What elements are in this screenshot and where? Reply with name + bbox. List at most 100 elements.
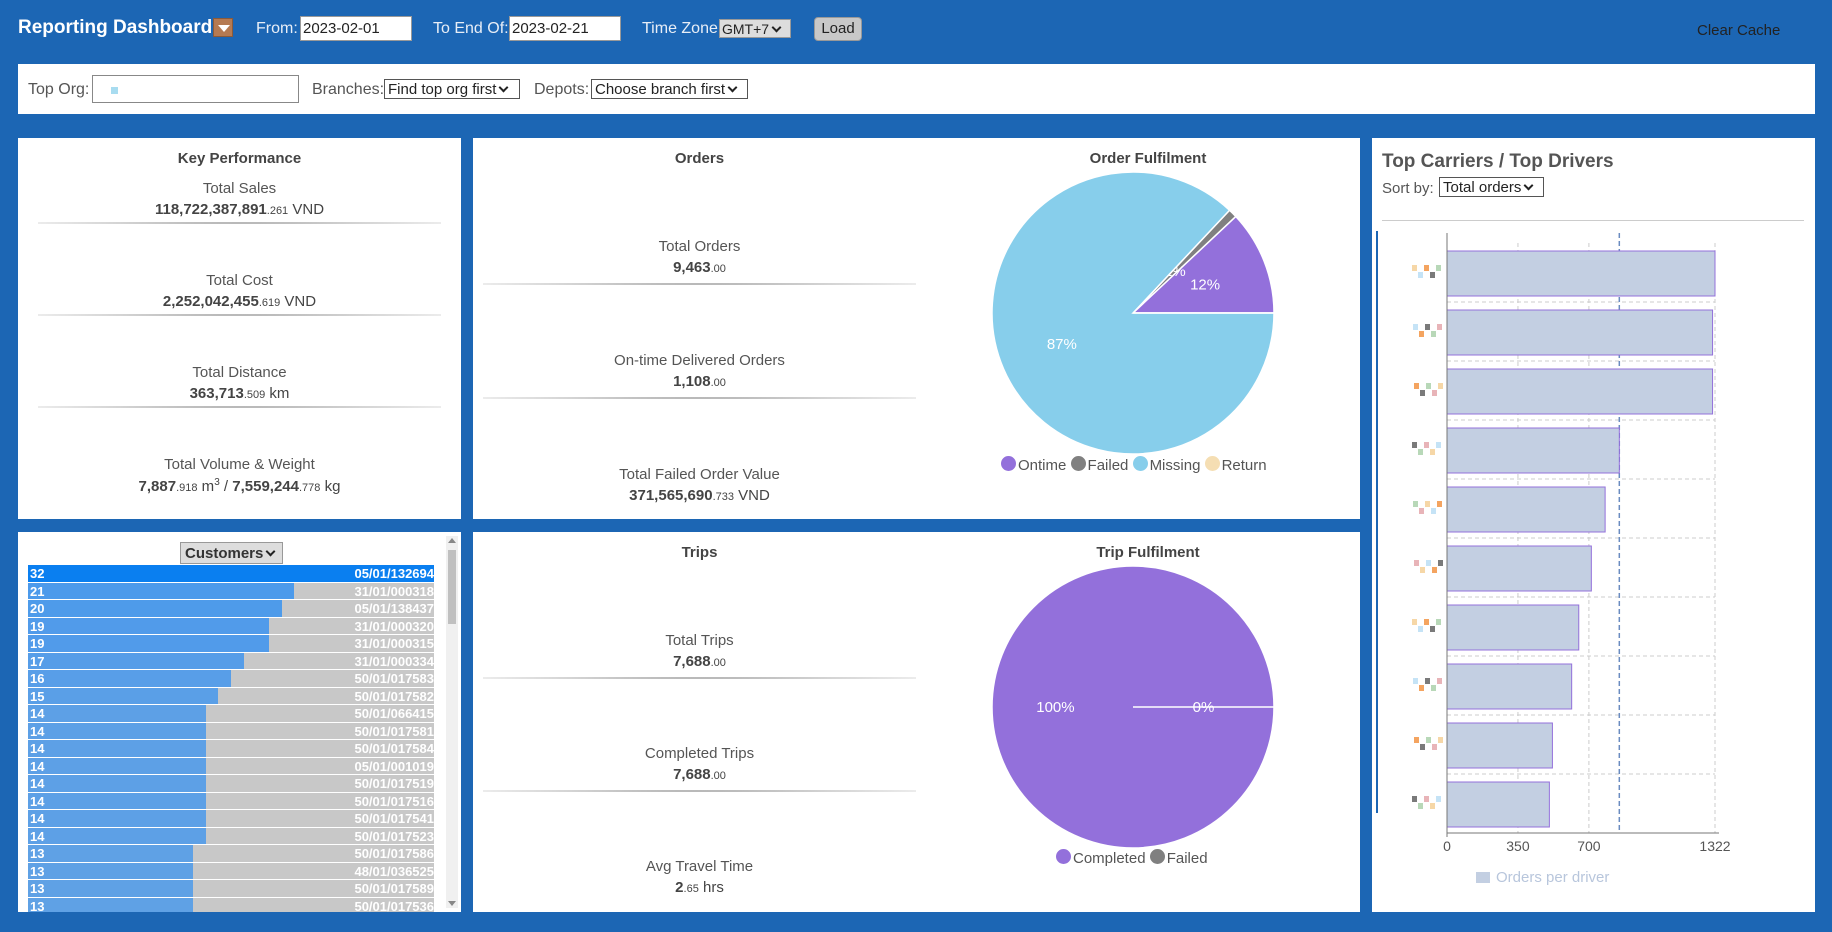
customer-row[interactable]: 17 31/01/000334 [28, 652, 434, 670]
customer-row[interactable]: 14 50/01/017584 [28, 740, 434, 758]
timezone-select[interactable]: GMT+7 [719, 19, 791, 38]
failed-order-decimal: .733 [712, 491, 734, 503]
scroll-down-icon[interactable] [448, 901, 456, 906]
avatar-pixel [1437, 501, 1442, 507]
total-trips-metric: Total Trips 7,688.00 [473, 632, 926, 670]
load-button[interactable]: Load [814, 17, 862, 41]
total-sales-unit: VND [288, 201, 325, 218]
missing-legend-icon [1132, 456, 1148, 471]
legend-failed: Failed [1087, 457, 1129, 474]
customer-count-bar [28, 845, 193, 862]
customer-code: 31/01/000318 [354, 583, 434, 599]
ontime-orders-label: On-time Delivered Orders [614, 352, 785, 369]
customer-row[interactable]: 14 50/01/017519 [28, 775, 434, 793]
x-tick-label: 0 [1443, 838, 1451, 854]
customer-row[interactable]: 19 31/01/000320 [28, 617, 434, 635]
volume-unit: m [197, 478, 215, 495]
customer-count-bar [28, 775, 206, 792]
clear-cache-link[interactable]: Clear Cache [1697, 22, 1781, 39]
customer-code: 05/01/138437 [354, 601, 434, 616]
volume-weight-label: Total Volume & Weight [164, 456, 315, 473]
menu-dropdown-icon[interactable] [213, 18, 233, 37]
avatar-pixel [1413, 678, 1418, 684]
customer-row[interactable]: 15 50/01/017582 [28, 687, 434, 705]
total-cost-metric: Total Cost 2,252,042,455.619 VND [18, 272, 461, 310]
scroll-up-icon[interactable] [448, 538, 456, 543]
customers-select-label: Customers [185, 545, 264, 562]
driver-avatar-icon [1414, 560, 1443, 573]
customers-select[interactable]: Customers [180, 542, 283, 564]
customer-order-count: 14 [30, 793, 45, 809]
customer-row[interactable]: 14 50/01/017541 [28, 810, 434, 828]
divider [38, 222, 441, 224]
customer-order-count: 14 [30, 758, 45, 774]
bar-driver-4 [1446, 427, 1620, 474]
to-label: To End Of: [433, 20, 509, 37]
customer-row[interactable]: 19 31/01/000315 [28, 635, 434, 653]
legend-return: Return [1221, 457, 1267, 474]
divider [483, 397, 916, 399]
avatar-pixel [1425, 678, 1430, 684]
customer-order-count: 15 [30, 688, 45, 704]
customer-count-bar [28, 740, 206, 757]
depots-select[interactable]: Choose branch first [591, 79, 748, 99]
avatar-pixel [1412, 796, 1417, 802]
bar-driver-5 [1446, 486, 1606, 533]
driver-avatar-icon [1412, 796, 1441, 809]
driver-avatar-icon [1414, 383, 1443, 396]
avatar-pixel [1432, 567, 1437, 573]
avatar-pixel [1431, 331, 1436, 337]
customer-row[interactable]: 13 50/01/017586 [28, 845, 434, 863]
key-performance-panel: Key Performance Total Sales 118,722,387,… [18, 138, 461, 519]
to-date-input[interactable] [509, 16, 621, 41]
customer-row[interactable]: 13 50/01/017536 [28, 897, 434, 913]
total-sales-decimal: .261 [266, 205, 289, 217]
weight-decimal: .778 [299, 482, 321, 494]
top-org-label: Top Org: [28, 81, 90, 98]
customers-list: 32 05/01/132694 21 31/01/000318 20 05/01/1384… [28, 565, 434, 912]
customer-row[interactable]: 16 50/01/017583 [28, 670, 434, 688]
order-fulfilment-pie: 12%1%87% [991, 171, 1275, 455]
timezone-value: GMT+7 [722, 21, 770, 37]
legend-completed: Completed [1073, 850, 1146, 867]
avatar-pixel [1418, 272, 1423, 278]
customer-code: 50/01/017541 [354, 811, 434, 826]
customer-count-bar [28, 792, 206, 809]
total-sales-value: 118,722,387,891 [154, 201, 267, 218]
customer-row[interactable]: 13 50/01/017589 [28, 880, 434, 898]
customer-row[interactable]: 20 05/01/138437 [28, 600, 434, 618]
from-date-input[interactable] [300, 16, 412, 41]
customer-row[interactable]: 32 05/01/132694 [28, 565, 434, 583]
top-org-input[interactable] [92, 75, 299, 103]
customer-row[interactable]: 14 50/01/066415 [28, 705, 434, 723]
customer-row[interactable]: 13 48/01/036525 [28, 862, 434, 880]
customer-code: 50/01/017536 [354, 898, 434, 913]
customer-count-bar [28, 600, 282, 617]
customer-row[interactable]: 14 05/01/001019 [28, 757, 434, 775]
customer-code: 05/01/132694 [354, 566, 434, 581]
completed-trips-metric: Completed Trips 7,688.00 [473, 745, 926, 783]
input-indicator-icon [111, 87, 118, 94]
customer-count-bar [28, 722, 206, 739]
customer-code: 50/01/017516 [354, 793, 434, 809]
volume-weight-separator: / [219, 478, 233, 495]
sort-by-select[interactable]: Total orders [1439, 177, 1544, 197]
customer-row[interactable]: 14 50/01/017516 [28, 792, 434, 810]
customer-code: 48/01/036525 [354, 863, 434, 879]
customers-scrollbar[interactable] [446, 536, 458, 908]
pie-label-missing: 87% [1047, 336, 1077, 353]
customer-row[interactable]: 21 31/01/000318 [28, 582, 434, 600]
order-fulfilment-title: Order Fulfilment [1089, 150, 1207, 167]
depots-value: Choose branch first [595, 81, 726, 98]
customer-row[interactable]: 14 50/01/017523 [28, 827, 434, 845]
branches-label: Branches: [312, 81, 385, 98]
driver-avatar-icon [1412, 442, 1441, 455]
app-title: Reporting Dashboard [18, 17, 213, 38]
customer-row[interactable]: 14 50/01/017581 [28, 722, 434, 740]
branches-select[interactable]: Find top org first [384, 79, 520, 99]
legend-missing: Missing [1149, 457, 1201, 474]
ontime-orders-metric: On-time Delivered Orders 1,108.00 [473, 352, 926, 390]
divider [483, 677, 916, 679]
scrollbar-thumb[interactable] [448, 550, 456, 624]
avatar-pixel [1412, 619, 1417, 625]
